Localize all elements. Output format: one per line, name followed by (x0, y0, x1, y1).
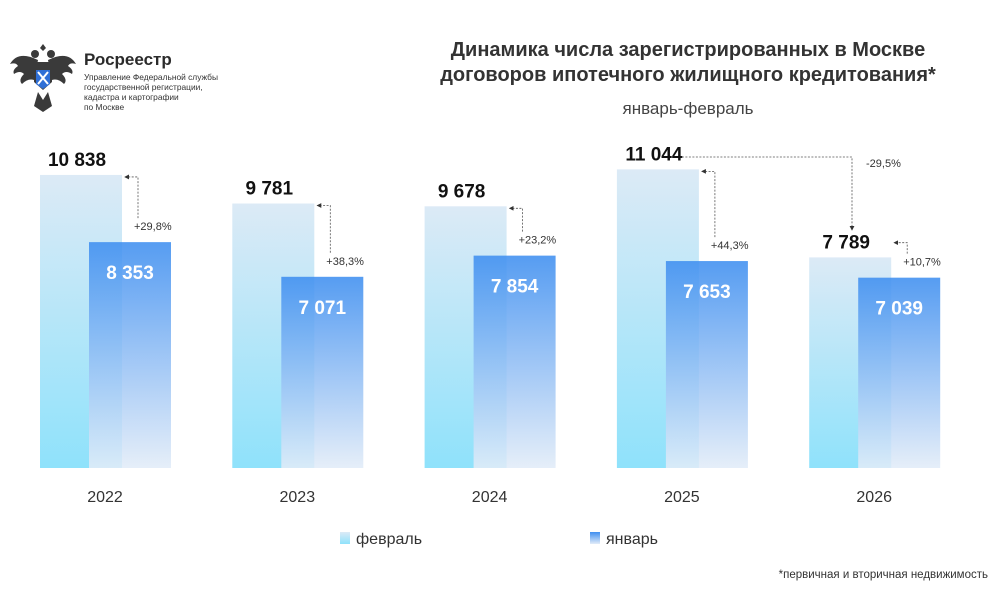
value-label-january: 7 854 (491, 277, 539, 298)
x-tick-label: 2026 (856, 489, 892, 506)
chart-title: Динамика числа зарегистрированных в Моск… (400, 38, 976, 88)
value-label-february: 11 044 (625, 144, 682, 165)
bar-january (281, 276, 364, 468)
title-line: Динамика числа зарегистрированных в Моск… (450, 39, 926, 61)
x-tick-label: 2025 (664, 489, 700, 506)
value-label-january: 7 653 (683, 282, 731, 303)
change-label: +44,3% (711, 240, 749, 252)
change-arrow (893, 240, 908, 254)
brand-subtitle-line: государственной регистрации, (84, 82, 203, 92)
footnote: *первичная и вторичная недвижимость (778, 569, 988, 581)
value-label-february: 9 678 (438, 181, 486, 202)
brand-name: Росреестр (84, 50, 172, 69)
value-label-january: 7 039 (875, 299, 923, 320)
change-label: +29,8% (134, 221, 172, 233)
legend-swatch-february (340, 532, 350, 544)
bar-january (89, 242, 171, 468)
yoy-change-label: -29,5% (866, 158, 901, 170)
legend-label: февраль (356, 531, 422, 548)
legend-label: январь (606, 531, 658, 548)
change-arrow (124, 174, 139, 219)
x-tick-label: 2023 (280, 489, 316, 506)
change-label: +10,7% (903, 257, 941, 269)
title-line: договоров ипотечного жилищного кредитова… (440, 64, 936, 86)
change-arrow (701, 168, 716, 238)
chart-subtitle: январь-февраль (622, 99, 754, 118)
brand-subtitle: Управление Федеральной службы государств… (84, 72, 244, 112)
legend-swatch-january (590, 532, 600, 544)
change-label: +38,3% (326, 256, 364, 268)
value-label-january: 8 353 (106, 263, 154, 284)
value-label-february: 7 789 (822, 232, 870, 253)
bar-january (473, 255, 556, 468)
value-label-february: 9 781 (246, 179, 294, 200)
bar-january (858, 277, 941, 468)
change-arrow (316, 203, 331, 253)
value-label-february: 10 838 (48, 150, 106, 171)
x-tick-label: 2024 (472, 489, 508, 506)
brand-subtitle-line: кадастра и картографии (84, 92, 179, 102)
brand-subtitle-line: по Москве (84, 102, 125, 112)
yoy-change-arrow (681, 156, 855, 231)
brand-subtitle-line: Управление Федеральной службы (84, 72, 218, 82)
change-arrow (508, 205, 523, 232)
value-label-january: 7 071 (299, 298, 347, 319)
x-tick-label: 2022 (87, 489, 123, 506)
change-label: +23,2% (519, 235, 557, 247)
bar-january (665, 261, 748, 468)
eagle-emblem-icon (10, 44, 76, 112)
